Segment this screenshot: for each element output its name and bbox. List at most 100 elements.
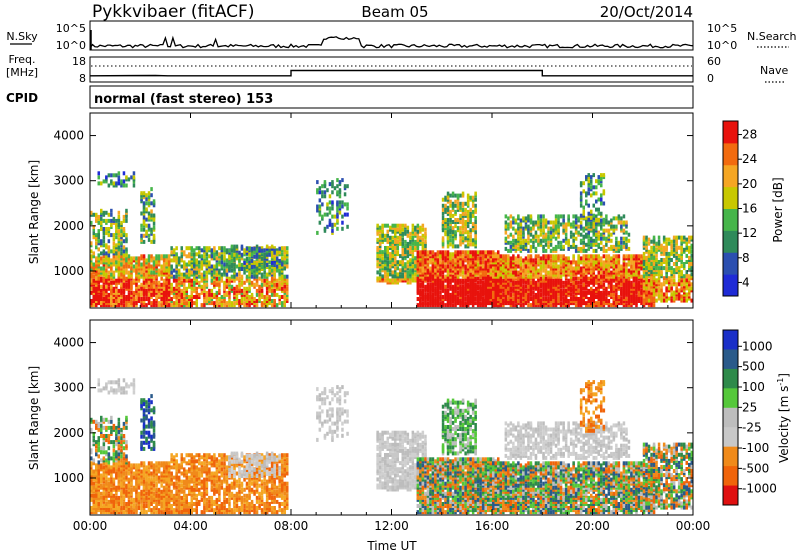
power-cell bbox=[115, 295, 118, 299]
power-cell bbox=[343, 212, 347, 217]
power-cell bbox=[532, 234, 535, 239]
power-cell bbox=[165, 254, 168, 259]
power-cell bbox=[464, 236, 467, 241]
power-cell bbox=[233, 248, 236, 253]
power-cell bbox=[140, 237, 143, 242]
power-cell bbox=[280, 256, 284, 261]
power-cell bbox=[542, 297, 545, 301]
power-cell bbox=[140, 303, 143, 308]
power-cell bbox=[132, 183, 136, 188]
power-cell bbox=[514, 262, 518, 267]
power-cell bbox=[497, 250, 500, 255]
power-cell bbox=[338, 190, 342, 195]
power-cell bbox=[454, 244, 457, 249]
power-cell bbox=[394, 246, 397, 250]
power-cell bbox=[419, 225, 422, 230]
power-cell bbox=[456, 301, 460, 306]
power-cell bbox=[424, 250, 427, 255]
power-cell bbox=[421, 280, 425, 285]
power-cell bbox=[590, 236, 593, 241]
power-cell bbox=[414, 256, 417, 261]
power-cell bbox=[200, 248, 204, 253]
power-cell bbox=[147, 237, 151, 242]
power-cell bbox=[107, 253, 111, 258]
power-cell bbox=[275, 282, 279, 287]
power-cell bbox=[449, 218, 452, 222]
power-cell bbox=[122, 253, 126, 258]
power-cell bbox=[615, 282, 618, 287]
power-cell bbox=[542, 224, 545, 229]
power-cell bbox=[451, 252, 455, 257]
power-cell bbox=[537, 258, 540, 263]
power-cell bbox=[117, 171, 121, 176]
power-cell bbox=[331, 228, 334, 233]
power-cell bbox=[567, 264, 570, 269]
power-cell bbox=[497, 274, 500, 279]
power-cell bbox=[215, 303, 219, 308]
power-cell bbox=[469, 238, 472, 243]
power-cell bbox=[597, 274, 601, 279]
power-cell bbox=[95, 235, 98, 240]
power-cell bbox=[481, 260, 485, 265]
power-cell bbox=[577, 268, 580, 273]
power-cell bbox=[223, 280, 226, 285]
power-cell bbox=[112, 288, 116, 293]
power-cell bbox=[542, 228, 545, 233]
power-cell bbox=[245, 256, 249, 261]
power-cell bbox=[273, 254, 276, 259]
power-cell bbox=[547, 230, 550, 235]
power-cell bbox=[401, 256, 405, 261]
power-cell bbox=[459, 213, 462, 218]
power-cell bbox=[172, 301, 176, 306]
power-cell bbox=[461, 280, 465, 285]
noise-left-label: N.Sky bbox=[6, 30, 38, 43]
power-cell bbox=[100, 227, 103, 231]
power-cell bbox=[396, 260, 400, 265]
power-cell bbox=[225, 258, 229, 263]
power-cell bbox=[210, 264, 214, 269]
power-cell bbox=[454, 274, 457, 279]
power-cell bbox=[562, 214, 565, 219]
power-cell bbox=[514, 268, 518, 273]
power-cell bbox=[454, 280, 457, 285]
power-cell bbox=[140, 227, 143, 232]
power-cell bbox=[456, 290, 460, 295]
noise-right-tick-top: 10^5 bbox=[707, 22, 737, 35]
power-cell bbox=[100, 239, 103, 244]
power-cell bbox=[97, 299, 101, 303]
power-cell bbox=[451, 234, 455, 239]
power-cell bbox=[524, 238, 528, 243]
power-cell bbox=[527, 214, 530, 219]
power-cell bbox=[275, 278, 279, 283]
power-cell bbox=[333, 186, 337, 191]
power-cell bbox=[253, 254, 256, 259]
power-cell bbox=[147, 195, 151, 200]
power-cell bbox=[587, 268, 591, 273]
power-cell bbox=[509, 244, 513, 249]
power-cell bbox=[183, 286, 186, 291]
power-cell bbox=[243, 248, 246, 253]
power-cell bbox=[637, 295, 641, 299]
power-cell bbox=[574, 220, 578, 225]
power-cell bbox=[512, 274, 515, 279]
power-cell bbox=[152, 288, 156, 293]
power-cell bbox=[190, 256, 194, 261]
power-cell bbox=[464, 211, 467, 216]
power-cell bbox=[177, 295, 181, 299]
power-cell bbox=[625, 268, 628, 273]
power-cell bbox=[188, 262, 191, 267]
freq-left-tick-top: 18 bbox=[72, 55, 86, 68]
power-cell bbox=[167, 262, 171, 267]
power-cell bbox=[625, 280, 628, 285]
power-cell bbox=[519, 222, 523, 227]
power-cell bbox=[434, 286, 437, 291]
power-cell bbox=[587, 297, 591, 301]
power-cell bbox=[567, 280, 570, 285]
power-cell bbox=[105, 301, 108, 306]
power-cell bbox=[567, 270, 570, 275]
power-cell bbox=[208, 254, 211, 259]
power-cell bbox=[180, 301, 184, 306]
power-cell bbox=[341, 214, 344, 219]
power-cell bbox=[559, 280, 563, 285]
power-cell bbox=[469, 274, 472, 279]
